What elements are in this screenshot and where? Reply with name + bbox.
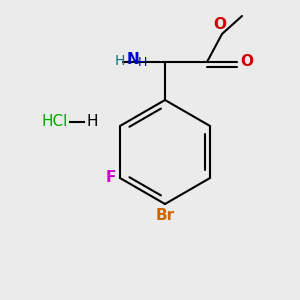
- Text: H: H: [138, 56, 147, 70]
- Text: O: O: [240, 55, 253, 70]
- Text: F: F: [106, 170, 116, 185]
- Text: H: H: [115, 54, 125, 68]
- Text: N: N: [127, 52, 140, 68]
- Text: O: O: [214, 17, 226, 32]
- Text: HCl: HCl: [42, 115, 68, 130]
- Text: Br: Br: [155, 208, 175, 223]
- Text: H: H: [86, 115, 98, 130]
